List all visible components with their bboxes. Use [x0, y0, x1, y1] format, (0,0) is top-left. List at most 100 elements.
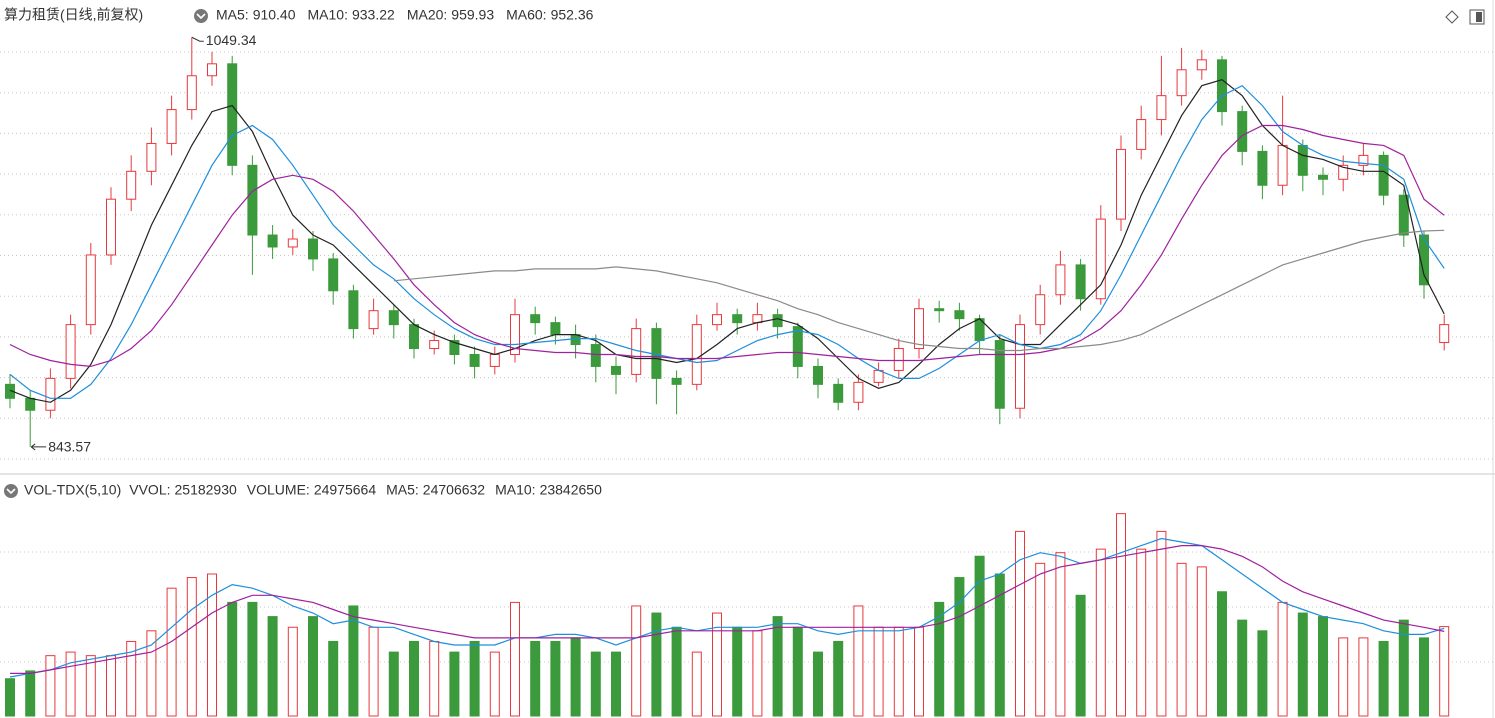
- candle-body: [1318, 174, 1328, 180]
- volume-bar: [1116, 513, 1126, 717]
- candle-body: [530, 314, 541, 324]
- candle-body: [25, 397, 36, 411]
- volume-bar: [25, 670, 36, 717]
- volume-bar: [429, 640, 440, 717]
- candle-body: [186, 75, 197, 111]
- volume-bar: [914, 626, 924, 717]
- volume-bar: [388, 651, 399, 717]
- volume-bar: [1358, 637, 1369, 717]
- legend-text: MA5:: [386, 482, 419, 498]
- legend-text: 959.93: [451, 7, 494, 23]
- high-label: 1049.34: [206, 32, 257, 48]
- candle-body: [65, 324, 76, 379]
- volume-bar: [1015, 530, 1025, 717]
- legend-text: 933.22: [352, 7, 395, 23]
- candle-body: [388, 310, 399, 326]
- volume-bar: [1237, 619, 1248, 717]
- candle-body: [914, 308, 924, 350]
- legend-text: MA10:: [495, 482, 535, 498]
- candle-body: [611, 365, 621, 375]
- candle-body: [227, 63, 238, 166]
- candle-body: [1116, 148, 1126, 220]
- candle-body: [893, 348, 904, 371]
- annotation-arrow: [191, 36, 204, 42]
- legend-text: VOL-TDX(5,10): [24, 482, 121, 498]
- volume-bar: [1338, 637, 1349, 717]
- candle-body: [792, 326, 803, 367]
- annotation-arrow: [30, 443, 47, 451]
- volume-bar: [65, 651, 76, 717]
- candle-body: [287, 238, 298, 248]
- volume-bar: [45, 655, 56, 717]
- candle-body: [1439, 324, 1450, 344]
- volume-bar: [1277, 601, 1288, 717]
- candle-body: [429, 340, 440, 350]
- volume-bar: [954, 577, 965, 717]
- candle-body: [954, 310, 965, 320]
- volume-bar: [1217, 591, 1227, 717]
- candle-body: [550, 322, 561, 336]
- toggle-icon[interactable]: [4, 484, 18, 498]
- candle-body: [732, 314, 743, 324]
- volume-bar: [691, 651, 702, 717]
- candle-body: [1075, 264, 1086, 300]
- candle-body: [449, 340, 460, 355]
- volume-bar: [1419, 637, 1429, 717]
- candle-body: [1378, 154, 1389, 196]
- ma-line: [9, 84, 1445, 399]
- volume-bar: [1318, 616, 1328, 717]
- volume-bar: [570, 637, 581, 717]
- ma-line: [9, 124, 1445, 368]
- volume-bar: [449, 651, 460, 717]
- volume-bar: [974, 555, 985, 717]
- candle-body: [1095, 218, 1106, 300]
- volume-bar: [308, 616, 318, 717]
- volume-bar: [1136, 548, 1147, 717]
- candle-body: [1237, 111, 1248, 152]
- legend-text: 24975664: [314, 482, 377, 498]
- window-icon[interactable]: [1469, 9, 1485, 25]
- volume-bar: [1075, 594, 1086, 717]
- candle-body: [1277, 144, 1288, 186]
- volume-bar: [1196, 566, 1207, 717]
- volume-bar: [85, 655, 96, 717]
- legend-text: MA20:: [407, 7, 447, 23]
- volume-bar: [1156, 530, 1167, 717]
- volume-bar: [631, 605, 642, 717]
- low-label: 843.57: [48, 439, 91, 455]
- candle-body: [1257, 150, 1268, 186]
- candle-body: [409, 324, 419, 350]
- volume-bar: [853, 605, 864, 717]
- volume-bar: [368, 626, 379, 717]
- candle-body: [1398, 194, 1409, 236]
- candle-body: [813, 365, 823, 385]
- volume-bar: [126, 640, 137, 717]
- toggle-chevron: [196, 13, 206, 20]
- candle-body: [712, 314, 722, 326]
- volume-bar: [510, 601, 520, 717]
- legend-text: 25182930: [175, 482, 238, 498]
- volume-bar: [934, 601, 945, 717]
- volume-bar: [792, 626, 803, 717]
- window-icon-fill: [1476, 12, 1482, 22]
- candle-body: [126, 170, 137, 200]
- candle-body: [1035, 294, 1046, 326]
- legend-text: VVOL:: [129, 482, 170, 498]
- ma-line: [393, 229, 1445, 352]
- volume-bar: [712, 612, 722, 717]
- volume-bar: [166, 587, 177, 717]
- candle-body: [348, 290, 359, 330]
- volume-bar: [833, 640, 844, 717]
- volume-bar: [893, 626, 904, 717]
- volume-bar: [207, 573, 217, 717]
- candle-body: [934, 308, 945, 312]
- legend-text: 24706632: [423, 482, 486, 498]
- volume-bar: [671, 626, 682, 717]
- volume-bar: [287, 626, 298, 717]
- candle-body: [85, 254, 96, 326]
- toggle-icon[interactable]: [194, 9, 208, 23]
- volume-bar: [590, 651, 601, 717]
- candle-body: [510, 314, 520, 355]
- draw-icon[interactable]: [1445, 10, 1459, 24]
- volume-bar: [1035, 562, 1046, 717]
